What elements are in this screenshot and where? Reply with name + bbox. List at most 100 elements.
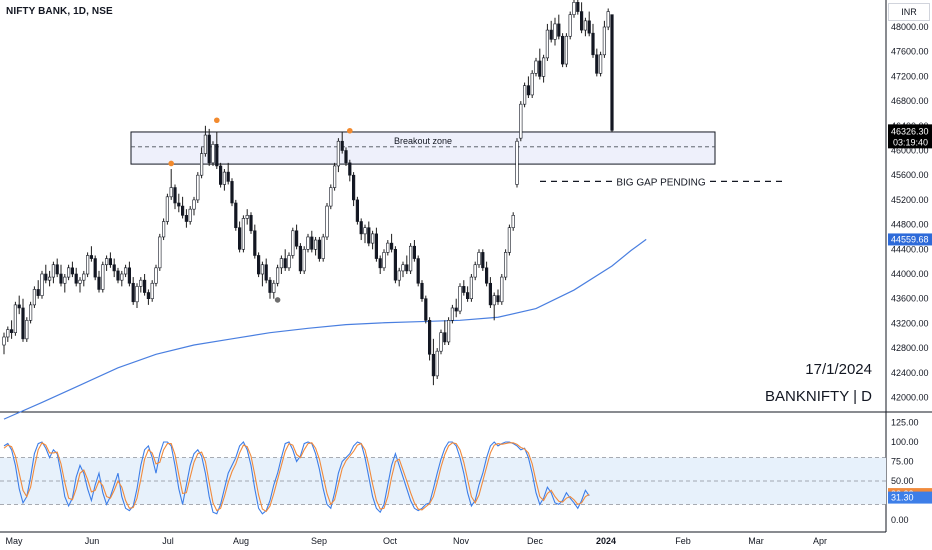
candle-body (55, 264, 59, 275)
candle-body (238, 227, 242, 250)
candle-body (143, 279, 147, 293)
candle-body (405, 264, 409, 272)
candle-body (105, 258, 109, 266)
time-tick-label: Jul (162, 536, 174, 546)
candle-body (249, 215, 253, 232)
price-tick-label: 42400.00 (891, 368, 929, 378)
candle-body (6, 329, 10, 338)
candle-body (177, 202, 181, 207)
candle-body (348, 162, 352, 176)
candle-body (598, 54, 603, 74)
candle-body (112, 264, 116, 272)
candle-body (591, 32, 595, 56)
candles-group (2, 0, 614, 386)
price-tick-label: 47200.00 (891, 71, 929, 81)
candle-body (541, 57, 546, 77)
candle-body (401, 264, 405, 272)
candle-body (291, 230, 295, 256)
candle-body (86, 255, 90, 275)
candle-body (74, 273, 78, 284)
candle-body (253, 230, 257, 256)
candle-body (549, 29, 553, 40)
candle-body (340, 140, 344, 151)
candle-body (389, 242, 394, 250)
candle-body (560, 35, 565, 65)
price-tick-label: 47600.00 (891, 47, 929, 57)
candle-body (431, 353, 436, 377)
price-tick-label: 46000.00 (891, 146, 929, 156)
breakout-zone (130, 131, 716, 165)
candle-body (572, 1, 576, 15)
candle-body (454, 307, 458, 312)
candle-body (579, 11, 584, 31)
candle-body (606, 11, 610, 28)
candle-body (439, 332, 443, 352)
time-tick-label: Mar (748, 536, 764, 546)
candle-body (496, 295, 500, 303)
candle-body (416, 258, 420, 284)
candle-body (557, 23, 561, 37)
main-pane (0, 0, 886, 412)
gap-label: BIG GAP PENDING (616, 177, 706, 188)
candle-body (268, 279, 272, 293)
candle-body (21, 307, 25, 340)
candle-body (503, 252, 508, 278)
candle-body (310, 236, 314, 250)
candle-body (412, 245, 417, 259)
candle-body (93, 258, 97, 278)
stoch-k-badge (888, 491, 932, 504)
candle-body (446, 320, 451, 343)
date-annotation: 17/1/2024 (805, 361, 872, 378)
candle-body (462, 286, 466, 293)
candle-body (184, 215, 189, 222)
currency-selector[interactable]: INR (888, 3, 930, 21)
candle-body (321, 236, 325, 259)
candle-body (420, 282, 424, 300)
price-tick-label: 44000.00 (891, 269, 929, 279)
time-tick-label: Oct (383, 536, 398, 546)
time-tick-label: Feb (675, 536, 691, 546)
candle-body (234, 202, 238, 228)
candle-body (63, 276, 67, 284)
candle-body (146, 292, 151, 299)
candle-body (196, 174, 200, 201)
candle-body (241, 218, 246, 250)
candle-body (500, 276, 504, 303)
candle-body (473, 264, 477, 278)
candle-body (469, 276, 474, 299)
candle-body (207, 134, 211, 164)
candle-body (424, 298, 428, 321)
countdown-text: 03:19:40 (893, 137, 928, 147)
candle-body (181, 205, 185, 216)
candle-body (36, 289, 40, 296)
candle-body (393, 249, 398, 281)
pivot-marker-high (347, 127, 353, 134)
candle-body (51, 264, 55, 278)
candle-body (610, 14, 614, 131)
candle-body (40, 273, 44, 296)
candle-body (260, 264, 265, 275)
candle-body (10, 329, 14, 333)
candle-body (173, 187, 177, 204)
candle-body (427, 320, 432, 355)
price-tick-label: 46800.00 (891, 96, 929, 106)
candle-body (108, 258, 112, 266)
price-tick-label: 45200.00 (891, 195, 929, 205)
candle-body (450, 307, 455, 321)
candle-body (154, 267, 158, 284)
candle-body (275, 267, 280, 284)
stoch-d-line (3, 442, 590, 513)
candle-body (386, 242, 390, 253)
candle-body (522, 85, 527, 105)
candle-body (443, 332, 447, 343)
time-tick-label: 2024 (596, 536, 616, 546)
price-tick-label: 43200.00 (891, 318, 929, 328)
candle-body (245, 215, 249, 219)
stoch-k-line (3, 441, 590, 515)
candle-body (408, 245, 413, 272)
candle-body (477, 252, 481, 266)
candle-body (298, 245, 303, 272)
candle-body (139, 279, 143, 287)
candle-body (313, 239, 318, 250)
